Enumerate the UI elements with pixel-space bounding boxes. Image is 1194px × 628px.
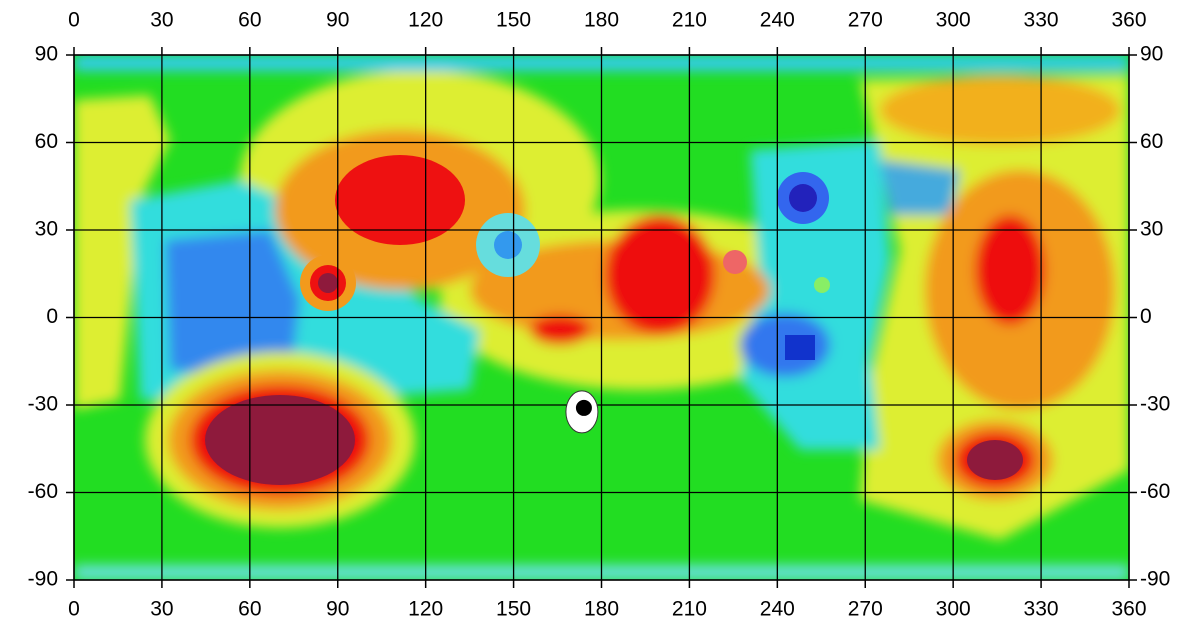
map-figure: 0 0 30 30 60 60 90 90 120 120 150 150 180 180 210 210 24… xyxy=(0,0,1194,628)
x-tick-label: 360 xyxy=(1111,9,1146,32)
x-tick-label: 330 xyxy=(1024,598,1059,621)
x-tick-label: 300 xyxy=(936,9,971,32)
x-tick-label: 270 xyxy=(848,598,883,621)
y-tick-label: 60 xyxy=(35,130,58,153)
y-tick-label: -60 xyxy=(28,480,58,503)
y-tick-label: 90 xyxy=(35,43,58,66)
x-tick-label: 240 xyxy=(760,598,795,621)
y-tick-label: -30 xyxy=(1140,393,1170,416)
x-tick-label: 360 xyxy=(1111,598,1146,621)
x-tick-label: 180 xyxy=(584,598,619,621)
x-tick-label: 120 xyxy=(408,598,443,621)
x-tick-label: 90 xyxy=(326,9,349,32)
x-tick-label: 240 xyxy=(760,9,795,32)
x-tick-label: 60 xyxy=(238,598,261,621)
x-tick-label: 120 xyxy=(408,9,443,32)
y-tick-label: -90 xyxy=(28,568,58,591)
x-tick-label: 270 xyxy=(848,9,883,32)
y-tick-label: 30 xyxy=(35,218,58,241)
marker-point xyxy=(576,400,592,416)
x-tick-label: 30 xyxy=(150,598,173,621)
x-tick-label: 150 xyxy=(496,598,531,621)
x-tick-label: 300 xyxy=(936,598,971,621)
y-tick-label: 60 xyxy=(1140,130,1163,153)
x-tick-label: 90 xyxy=(326,598,349,621)
x-tick-label: 60 xyxy=(238,9,261,32)
y-tick-label: -60 xyxy=(1140,480,1170,503)
y-tick-label: 0 xyxy=(46,305,58,328)
x-tick-label: 210 xyxy=(672,598,707,621)
y-tick-label: 90 xyxy=(1140,43,1163,66)
markers xyxy=(566,391,598,433)
y-tick-label: -90 xyxy=(1140,568,1170,591)
y-tick-label: 30 xyxy=(1140,218,1163,241)
x-tick-label: 0 xyxy=(68,9,80,32)
x-tick-label: 330 xyxy=(1024,9,1059,32)
x-tick-label: 210 xyxy=(672,9,707,32)
x-tick-label: 150 xyxy=(496,9,531,32)
y-tick-label: -30 xyxy=(28,393,58,416)
x-tick-label: 180 xyxy=(584,9,619,32)
x-tick-label: 30 xyxy=(150,9,173,32)
y-tick-label: 0 xyxy=(1140,305,1152,328)
x-tick-label: 0 xyxy=(68,598,80,621)
